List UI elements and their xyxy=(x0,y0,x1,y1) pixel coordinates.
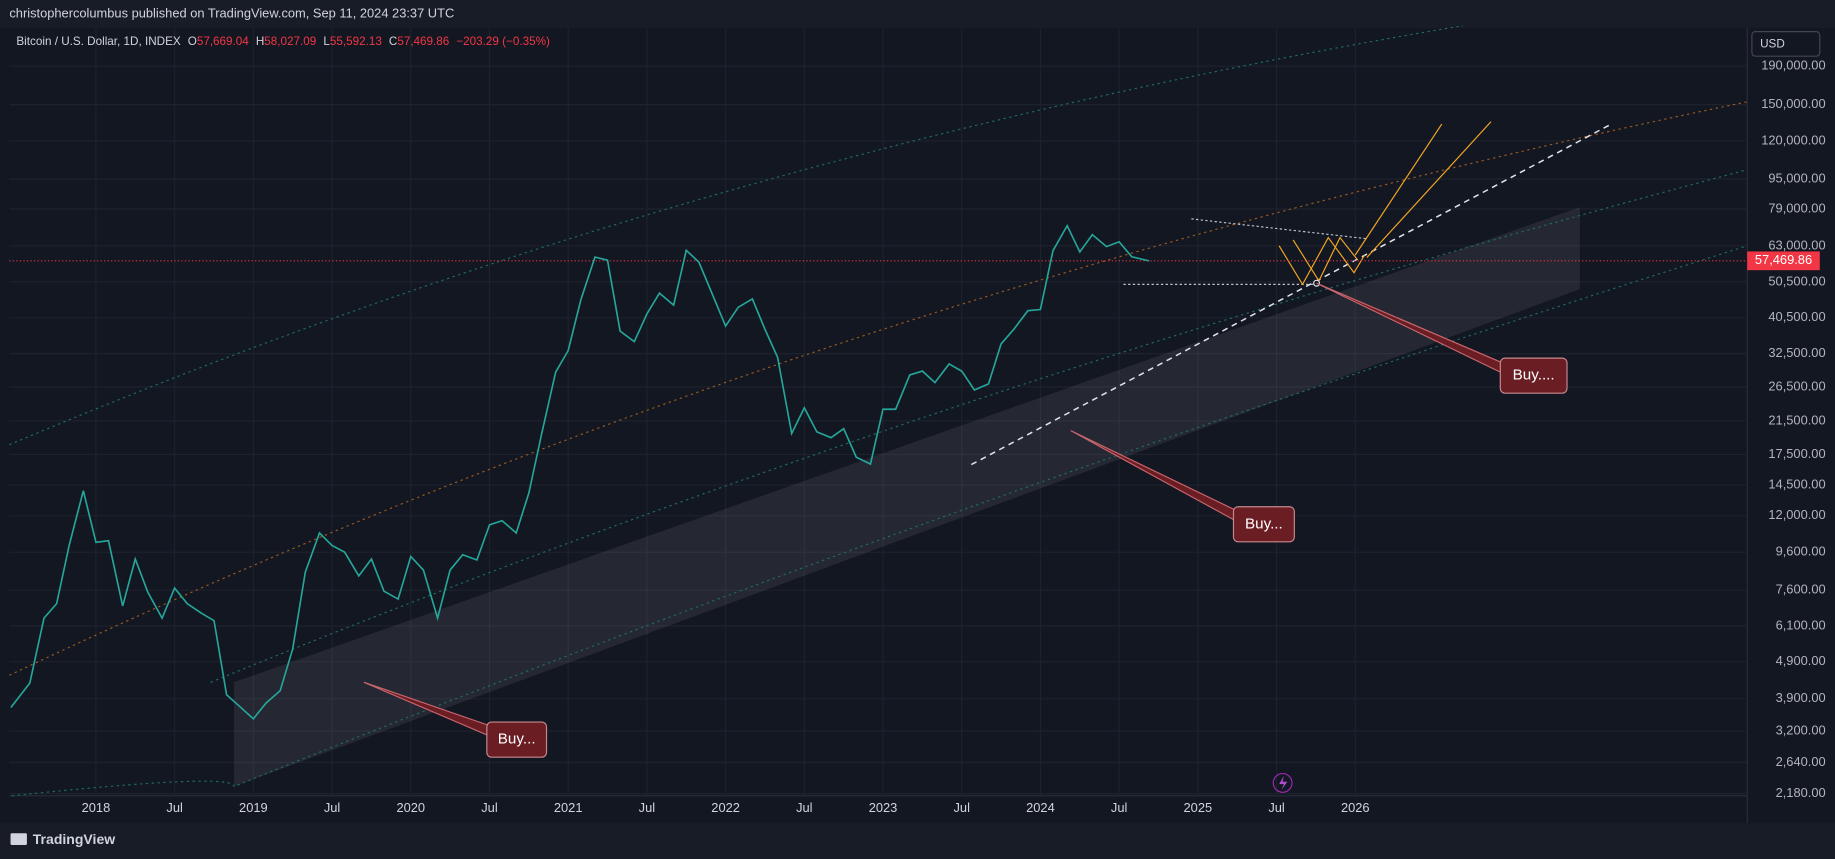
channel-band xyxy=(234,207,1580,787)
x-tick-label: 2019 xyxy=(239,800,268,815)
callout-text: Buy... xyxy=(1245,515,1283,532)
callout: Buy... xyxy=(363,681,548,758)
x-tick-label: Jul xyxy=(324,800,340,815)
x-tick-label: Jul xyxy=(1268,800,1284,815)
projection xyxy=(1292,236,1358,283)
x-tick-label: Jul xyxy=(166,800,182,815)
top-bar xyxy=(0,0,1835,29)
x-tick-label: Jul xyxy=(1111,800,1127,815)
callout-box xyxy=(486,721,548,758)
x-tick-label: 2026 xyxy=(1341,800,1370,815)
alert-icon-bolt xyxy=(1279,775,1288,790)
last-price-label: 57,469.86 xyxy=(1755,252,1812,267)
bottom-bar xyxy=(0,822,1835,859)
y-tick-label: 190,000.00 xyxy=(1761,58,1825,73)
symbol-legend: Bitcoin / U.S. Dollar, 1D, INDEX O57,669.… xyxy=(16,35,550,48)
ohlc-value: 57,669.04 xyxy=(197,35,249,48)
ohlc-value: 58,027.09 xyxy=(264,35,316,48)
y-tick-label: 120,000.00 xyxy=(1761,132,1825,147)
y-tick-label: 7,600.00 xyxy=(1776,582,1826,597)
y-tick-label: 4,900.00 xyxy=(1776,653,1826,668)
currency-button[interactable] xyxy=(1751,31,1821,57)
brand-logo xyxy=(10,833,27,845)
callout: Buy.... xyxy=(1316,282,1568,394)
y-tick-label: 79,000.00 xyxy=(1768,200,1825,215)
x-tick-label: Jul xyxy=(953,800,969,815)
y-tick-label: 9,600.00 xyxy=(1776,544,1826,559)
y-tick-label: 63,000.00 xyxy=(1768,237,1825,252)
y-tick-label: 14,500.00 xyxy=(1768,476,1825,491)
callout-box xyxy=(1499,357,1568,394)
x-tick-label: Jul xyxy=(481,800,497,815)
projection xyxy=(1366,121,1492,258)
x-tick-label: 2022 xyxy=(711,800,740,815)
x-tick-label: 2020 xyxy=(396,800,425,815)
currency: USD xyxy=(1760,38,1785,51)
y-tick-label: 26,500.00 xyxy=(1768,378,1825,393)
y-tick-label: 40,500.00 xyxy=(1768,309,1825,324)
channel-line xyxy=(9,101,1748,676)
projection xyxy=(1354,123,1443,256)
y-tick-label: 17,500.00 xyxy=(1768,446,1825,461)
y-tick-label: 2,640.00 xyxy=(1776,754,1826,769)
drawings xyxy=(9,25,1748,797)
callout-box xyxy=(1232,506,1295,543)
x-tick-label: 2021 xyxy=(554,800,583,815)
alert-icon[interactable] xyxy=(1272,772,1293,793)
y-tick-label: 12,000.00 xyxy=(1768,507,1825,522)
y-tick-label: 50,500.00 xyxy=(1768,273,1825,288)
callout-text: Buy... xyxy=(498,731,536,748)
channel-line xyxy=(210,169,1748,683)
x-tick-label: Jul xyxy=(639,800,655,815)
y-tick-label: 6,100.00 xyxy=(1776,617,1826,632)
x-tick-label: 2023 xyxy=(869,800,898,815)
y-tick-label: 150,000.00 xyxy=(1761,96,1825,111)
ohlc-value: 57,469.86 xyxy=(397,35,449,48)
y-tick-label: 3,900.00 xyxy=(1776,690,1826,705)
x-tick-label: 2024 xyxy=(1026,800,1055,815)
x-tick-label: 2025 xyxy=(1184,800,1213,815)
x-tick-label: Jul xyxy=(796,800,812,815)
y-tick-label: 21,500.00 xyxy=(1768,412,1825,427)
x-tick-label: 2018 xyxy=(82,800,111,815)
callout: Buy... xyxy=(1070,430,1295,543)
ohlc-key: L xyxy=(323,35,330,48)
y-tick-label: 3,200.00 xyxy=(1776,722,1826,737)
channel-line xyxy=(11,245,1748,797)
last-price-box xyxy=(1747,251,1820,271)
callout-text: Buy.... xyxy=(1513,367,1555,384)
y-tick-label: 2,180.00 xyxy=(1776,785,1826,800)
plot xyxy=(9,223,1748,720)
projection xyxy=(1278,236,1366,286)
ohlc-value: 55,592.13 xyxy=(330,35,382,48)
price-line xyxy=(10,223,1150,720)
grid xyxy=(9,28,1748,796)
trend-line xyxy=(970,124,1610,466)
publisher: christophercolumbus published on Trading… xyxy=(9,5,454,20)
y-tick-label: 32,500.00 xyxy=(1768,345,1825,360)
symbol-title: Bitcoin / U.S. Dollar, 1D, INDEX xyxy=(16,35,181,48)
ohlc-key: H xyxy=(256,35,264,48)
ohlc-key: O xyxy=(188,35,197,48)
change: −203.29 (−0.35%) xyxy=(456,35,550,48)
resistance-line xyxy=(1191,218,1367,240)
ohlc-key: C xyxy=(389,35,397,48)
brand: TradingView xyxy=(33,831,115,847)
y-tick-label: 95,000.00 xyxy=(1768,170,1825,185)
